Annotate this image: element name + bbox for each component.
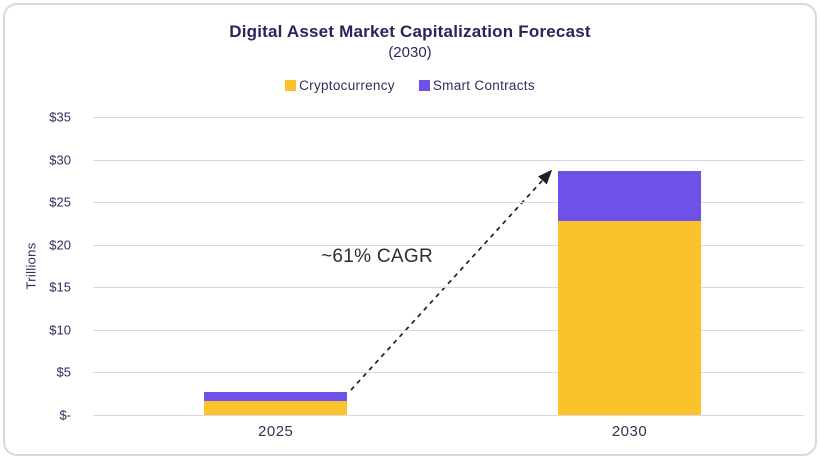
legend-item-smart-contracts: Smart Contracts (418, 77, 535, 93)
legend: Cryptocurrency Smart Contracts (5, 75, 815, 95)
bar-2030-smart-contracts-segment (558, 171, 702, 221)
legend-label-cryptocurrency: Cryptocurrency (299, 77, 395, 93)
bar-2025-cryptocurrency-segment (204, 401, 348, 415)
cagr-annotation: ~61% CAGR (321, 246, 433, 267)
chart-subtitle: (2030) (388, 44, 432, 61)
gridline (93, 117, 804, 118)
gridline (93, 244, 804, 246)
legend-label-smart-contracts: Smart Contracts (432, 77, 535, 93)
smart-contracts-swatch-icon (418, 79, 430, 91)
x-tick-label-2025: 2025 (258, 423, 294, 440)
bar-2025-smart-contracts-segment (204, 392, 348, 402)
y-tick-label: $20 (49, 237, 71, 253)
cryptocurrency-swatch-icon (285, 79, 297, 91)
gridline (93, 202, 804, 204)
y-tick-label: $15 (49, 279, 71, 295)
cagr-arrow (350, 169, 553, 391)
gridline (93, 287, 804, 289)
y-tick-label: $25 (49, 194, 71, 210)
gridline (93, 372, 804, 374)
y-tick-label: $30 (49, 152, 71, 168)
gridline (93, 159, 804, 161)
gridline (93, 415, 804, 416)
legend-item-cryptocurrency: Cryptocurrency (285, 78, 395, 93)
y-tick-label: $35 (49, 109, 71, 125)
gridline (93, 329, 804, 331)
y-tick-label: $5 (56, 364, 71, 380)
chart-title: Digital Asset Market Capitalization Fore… (229, 22, 591, 41)
y-tick-label: $10 (49, 322, 71, 338)
cagr-arrow-line (350, 169, 553, 391)
y-tick-label: $- (59, 407, 71, 423)
bar-2030-cryptocurrency-segment (558, 220, 702, 415)
plot-area: ~61% CAGR $35 $30 $25 $20 $15 $10 $5 $- 2025 2030 (49, 110, 804, 440)
chart-card: Digital Asset Market Capitalization Fore… (3, 3, 817, 456)
x-tick-label-2030: 2030 (611, 423, 648, 440)
